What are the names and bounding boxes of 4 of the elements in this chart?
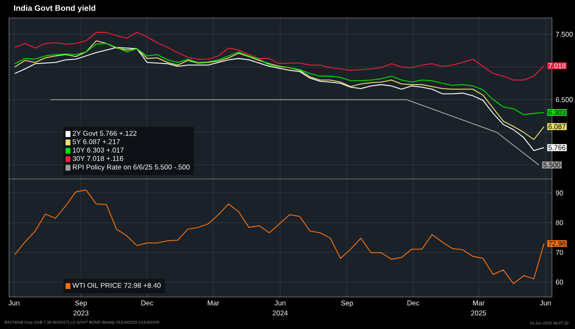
line-series [14, 43, 544, 116]
line-series [14, 32, 544, 81]
chart-title: India Govt Bond yield [14, 5, 96, 12]
line-series [14, 190, 544, 284]
